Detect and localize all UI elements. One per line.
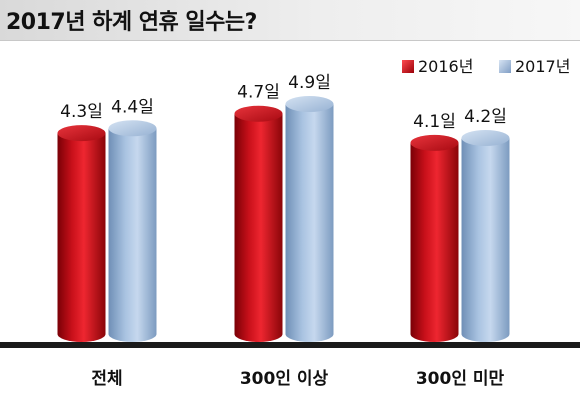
bar-body [285,104,334,342]
x-axis-baseline [0,342,580,348]
bar-2017년-1 [285,96,334,342]
legend-label-2016: 2016년 [418,57,473,76]
bar-top [285,96,334,112]
bar-body [108,128,157,342]
chart-title: 2017년 하계 연휴 일수는? [6,10,257,35]
data-label: 4.4일 [111,97,154,117]
bar-top [108,120,157,137]
bar-2016년-2 [410,134,459,342]
bar-top [461,130,510,146]
bar-2017년-2 [461,130,510,342]
bar-body [57,133,106,342]
legend: 2016년 2017년 [402,57,570,76]
bar-2016년-0 [57,125,106,342]
bars: 4.3일 4.4일 4.7일 4.9일 4.1일 4.2일 [57,73,510,342]
bar-2017년-0 [108,120,157,342]
data-label: 4.2일 [464,107,507,127]
bar-top [234,105,283,122]
category-label: 전체 [91,369,122,389]
data-label: 4.7일 [237,83,280,103]
data-label: 4.9일 [288,73,331,93]
data-label: 4.1일 [413,112,456,132]
bar-top [57,125,106,142]
bar-body [461,138,510,342]
legend-item-2016: 2016년 [402,57,473,76]
bar-body [234,113,283,342]
data-label: 4.3일 [60,102,103,122]
bar-body [410,142,459,342]
bar-2016년-1 [234,105,283,342]
legend-item-2017: 2017년 [499,57,570,76]
title-bar: 2017년 하계 연휴 일수는? [0,0,580,41]
legend-swatch-2016 [402,60,414,73]
x-axis-labels: 전체 300인 이상 300인 미만 [91,369,504,389]
legend-label-2017: 2017년 [515,57,570,76]
bar-top [410,134,459,151]
category-label: 300인 미만 [416,369,505,389]
legend-swatch-2017 [499,60,511,73]
category-label: 300인 이상 [240,369,329,389]
